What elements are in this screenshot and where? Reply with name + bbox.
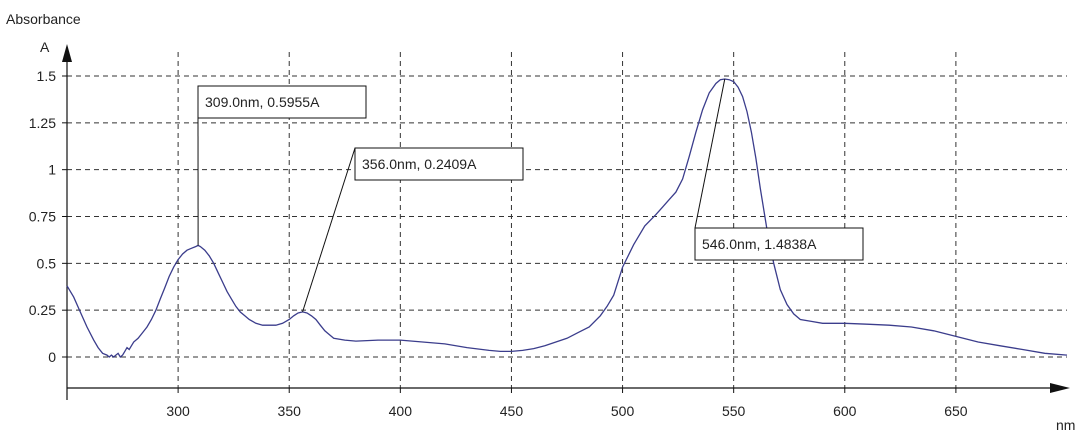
annotation-box: [354, 147, 524, 181]
annotation-box: [694, 227, 864, 261]
y-tick-labels: 0 0.25 0.5 0.75 1 1.25 1.5: [29, 68, 67, 365]
axes: [62, 44, 1070, 400]
x-tick-label: 300: [166, 403, 190, 419]
peak-annotation: 356.0nm, 0.2409A: [302, 147, 524, 313]
y-axis-title: Absorbance: [6, 11, 81, 27]
x-tick-label: 550: [722, 403, 746, 419]
y-tick-label: 1.25: [29, 115, 56, 131]
x-tick-label: 400: [389, 403, 413, 419]
y-axis-unit: A: [40, 39, 50, 55]
x-tick-label: 500: [611, 403, 635, 419]
peak-annotations: 309.0nm, 0.5955A 356.0nm, 0.2409A 546.0nm,…: [197, 78, 864, 313]
annotation-leader-line: [302, 147, 356, 313]
y-tick-label: 1: [48, 162, 56, 178]
annotation-label: 309.0nm, 0.5955A: [205, 94, 320, 110]
x-axis-unit: nm: [1056, 417, 1075, 433]
annotation-label: 356.0nm, 0.2409A: [362, 156, 477, 172]
x-tick-labels: 300 350 400 450 500 550 600 650: [166, 388, 968, 419]
peak-annotation: 309.0nm, 0.5955A: [197, 85, 367, 246]
x-tick-label: 350: [278, 403, 302, 419]
x-tick-label: 450: [500, 403, 524, 419]
peak-annotation: 546.0nm, 1.4838A: [694, 78, 864, 261]
y-tick-label: 0.5: [37, 255, 57, 271]
absorbance-series-line: [66, 78, 1068, 358]
annotation-label: 546.0nm, 1.4838A: [702, 236, 817, 252]
y-tick-label: 0: [48, 349, 56, 365]
x-tick-label: 650: [944, 403, 968, 419]
x-axis-arrow: [1050, 383, 1070, 393]
grid-lines: [67, 52, 1067, 388]
y-tick-label: 0.75: [29, 209, 56, 225]
x-tick-label: 600: [833, 403, 857, 419]
y-tick-label: 1.5: [37, 68, 57, 84]
y-tick-label: 0.25: [29, 302, 56, 318]
annotation-box: [197, 85, 367, 119]
annotation-leader-line: [694, 78, 726, 229]
y-axis-arrow: [62, 44, 72, 62]
